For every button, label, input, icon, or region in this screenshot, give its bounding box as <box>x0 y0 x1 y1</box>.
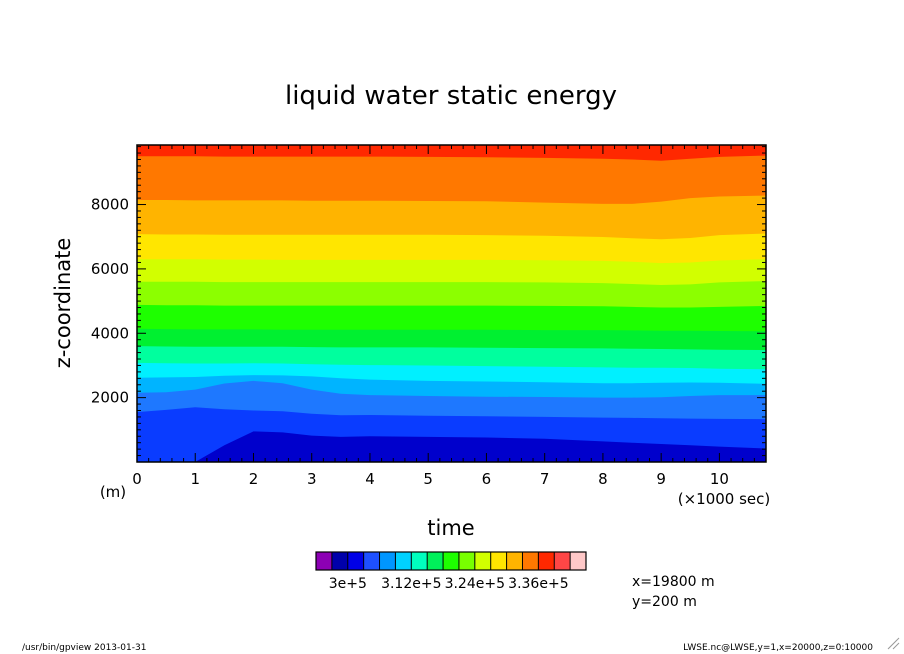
colorbar-swatch <box>411 552 428 570</box>
x-tick-label: 7 <box>540 470 550 488</box>
plot-area <box>137 145 766 462</box>
x-tick-label: 5 <box>423 470 433 488</box>
x-tick-label: 1 <box>190 470 200 488</box>
colorbar-swatch <box>490 552 507 570</box>
x-tick-label: 4 <box>365 470 375 488</box>
colorbar-tick-label: 3.36e+5 <box>508 576 568 592</box>
footer-left: /usr/bin/gpview 2013-01-31 <box>22 643 146 653</box>
y-axis-label: z-coordinate <box>51 238 75 369</box>
colorbar-swatch <box>554 552 571 570</box>
x-tick-label: 8 <box>598 470 608 488</box>
colorbar-swatch <box>458 552 476 570</box>
y-tick-label: 2000 <box>91 389 129 407</box>
colorbar-frame <box>315 551 587 571</box>
resize-grip-icon[interactable] <box>886 636 900 650</box>
colorbar-swatch <box>316 552 333 570</box>
colorbar-swatch <box>474 552 491 570</box>
colorbar-swatch <box>395 552 412 570</box>
x-tick-label: 0 <box>132 470 142 488</box>
colorbar-labels: 3e+5 3.12e+5 3.24e+5 3.36e+5 <box>329 576 569 592</box>
footer-right: LWSE.nc@LWSE,y=1,x=20000,z=0:10000 <box>683 643 873 653</box>
x-tick-label: 10 <box>710 470 729 488</box>
x-tick-label: 3 <box>307 470 317 488</box>
x-tick-label: 2 <box>249 470 259 488</box>
colorbar-swatch <box>522 552 539 570</box>
colorbar-swatch <box>347 552 364 570</box>
x-position-info: x=19800 m <box>632 574 715 590</box>
colorbar-swatch <box>506 552 523 570</box>
x-tick-label: 6 <box>482 470 492 488</box>
colorbar-swatch <box>331 552 349 570</box>
colorbar <box>315 551 587 571</box>
colorbar-tick-label: 3.24e+5 <box>445 576 505 592</box>
y-position-info: y=200 m <box>632 594 697 610</box>
x-tick-label: 9 <box>656 470 666 488</box>
x-unit-label: (×1000 sec) <box>678 490 771 508</box>
y-tick-label: 6000 <box>91 260 129 278</box>
colorbar-tick-label: 3e+5 <box>329 576 367 592</box>
y-unit-label: (m) <box>100 483 126 501</box>
colorbar-swatch <box>363 552 380 570</box>
colorbar-swatch <box>427 552 444 570</box>
colorbar-tick-label: 3.12e+5 <box>381 576 441 592</box>
colorbar-swatch <box>379 552 396 570</box>
colorbar-swatch <box>538 552 555 570</box>
contour-band-0 <box>137 431 766 462</box>
chart-title: liquid water static energy <box>285 81 617 111</box>
y-tick-label: 4000 <box>91 324 129 342</box>
colorbar-swatch <box>570 552 587 570</box>
x-axis-label: time <box>427 516 474 540</box>
x-axis: 0 1 2 3 4 5 6 7 8 9 10 <box>132 145 767 488</box>
y-axis: 2000 4000 6000 8000 <box>91 146 766 463</box>
y-tick-label: 8000 <box>91 196 129 214</box>
colorbar-swatch <box>443 552 460 570</box>
